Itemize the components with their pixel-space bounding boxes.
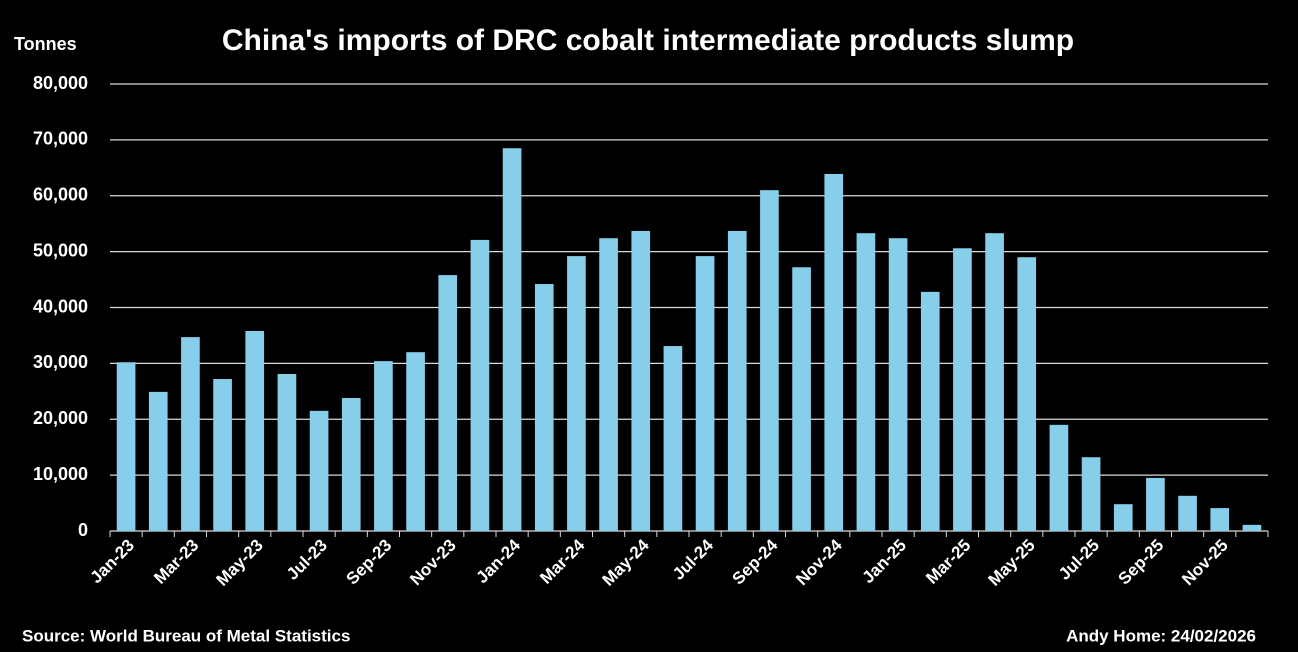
bar — [1113, 504, 1133, 531]
bar — [599, 238, 618, 531]
credit: Andy Home: 24/02/2026 — [1066, 626, 1256, 645]
bar — [1146, 477, 1165, 531]
y-tick-label: 10,000 — [33, 464, 88, 484]
y-axis-label: Tonnes — [14, 34, 77, 54]
bar — [953, 248, 972, 531]
bar — [727, 230, 747, 532]
bar — [985, 233, 1004, 531]
y-tick-label: 70,000 — [33, 129, 88, 149]
bar — [374, 361, 393, 531]
y-tick-label: 40,000 — [33, 296, 88, 316]
y-tick-label: 20,000 — [33, 408, 88, 428]
bar — [920, 291, 940, 531]
bar — [1049, 424, 1069, 531]
bar — [116, 362, 136, 531]
y-tick-label: 50,000 — [33, 240, 88, 260]
bar — [856, 233, 876, 531]
bar — [309, 410, 329, 531]
bar — [213, 379, 232, 531]
bar — [1017, 257, 1037, 531]
y-tick-label: 80,000 — [33, 73, 88, 93]
y-tick-label: 0 — [78, 520, 88, 540]
bar — [148, 391, 168, 531]
bar — [695, 256, 715, 531]
bar — [888, 238, 908, 531]
bar — [792, 267, 811, 531]
bar — [1210, 508, 1230, 531]
bar — [824, 173, 844, 532]
bar — [1242, 524, 1262, 531]
source: Source: World Bureau of Metal Statistics — [22, 626, 350, 645]
bar — [1178, 495, 1197, 531]
bar — [341, 398, 361, 531]
bar — [470, 239, 490, 532]
bar — [1081, 457, 1101, 531]
bar — [277, 373, 297, 531]
bar — [631, 230, 651, 532]
bar — [438, 275, 458, 531]
y-tick-label: 30,000 — [33, 352, 88, 372]
bar — [181, 337, 200, 531]
bar — [567, 256, 586, 531]
bar — [760, 190, 779, 531]
bar — [502, 148, 522, 531]
bar — [534, 284, 554, 531]
bar — [245, 330, 265, 531]
bar — [406, 352, 425, 531]
bar — [663, 346, 683, 531]
y-tick-label: 60,000 — [33, 185, 88, 205]
chart-title: China's imports of DRC cobalt intermedia… — [222, 24, 1074, 57]
